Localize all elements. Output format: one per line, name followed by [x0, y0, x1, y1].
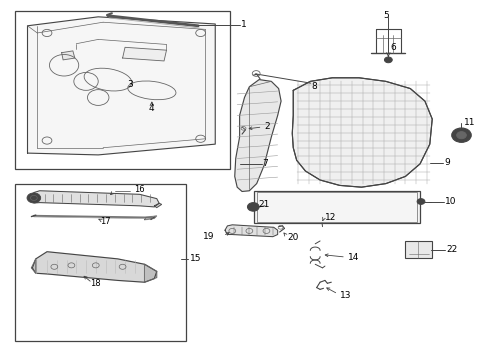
Text: 5: 5 — [382, 10, 388, 19]
Bar — [15, 12, 229, 169]
Polygon shape — [32, 252, 157, 282]
Text: 22: 22 — [446, 245, 457, 254]
Text: 17: 17 — [100, 217, 111, 226]
Polygon shape — [27, 17, 215, 155]
Circle shape — [456, 132, 466, 139]
Text: 4: 4 — [149, 104, 154, 113]
Text: 10: 10 — [445, 197, 456, 206]
Circle shape — [27, 193, 41, 203]
Polygon shape — [292, 78, 431, 187]
Text: 8: 8 — [311, 82, 317, 91]
Circle shape — [384, 57, 391, 63]
Polygon shape — [61, 51, 75, 60]
Text: 18: 18 — [90, 279, 101, 288]
Text: 6: 6 — [390, 43, 396, 52]
Text: 3: 3 — [127, 81, 133, 90]
Text: 11: 11 — [463, 118, 474, 127]
Bar — [405, 241, 431, 258]
Text: 15: 15 — [189, 255, 201, 264]
Text: 12: 12 — [325, 213, 336, 222]
Text: 21: 21 — [258, 200, 269, 209]
Text: 2: 2 — [264, 122, 269, 131]
Text: 13: 13 — [339, 291, 350, 300]
Text: 7: 7 — [262, 159, 268, 168]
Polygon shape — [224, 225, 277, 237]
Bar — [257, 192, 416, 222]
Polygon shape — [122, 47, 166, 61]
Text: 9: 9 — [444, 158, 449, 167]
Text: 1: 1 — [240, 20, 246, 29]
Polygon shape — [32, 191, 159, 207]
Text: 19: 19 — [203, 232, 214, 241]
Text: 14: 14 — [347, 253, 359, 262]
Polygon shape — [234, 80, 281, 192]
Polygon shape — [144, 216, 157, 220]
Text: 16: 16 — [134, 185, 144, 194]
Text: 20: 20 — [286, 233, 298, 242]
Polygon shape — [144, 264, 157, 282]
Bar — [15, 184, 185, 341]
Circle shape — [247, 203, 259, 211]
Bar — [254, 191, 419, 223]
Polygon shape — [154, 203, 161, 208]
Circle shape — [416, 199, 424, 204]
Circle shape — [451, 128, 470, 142]
Polygon shape — [31, 259, 36, 273]
